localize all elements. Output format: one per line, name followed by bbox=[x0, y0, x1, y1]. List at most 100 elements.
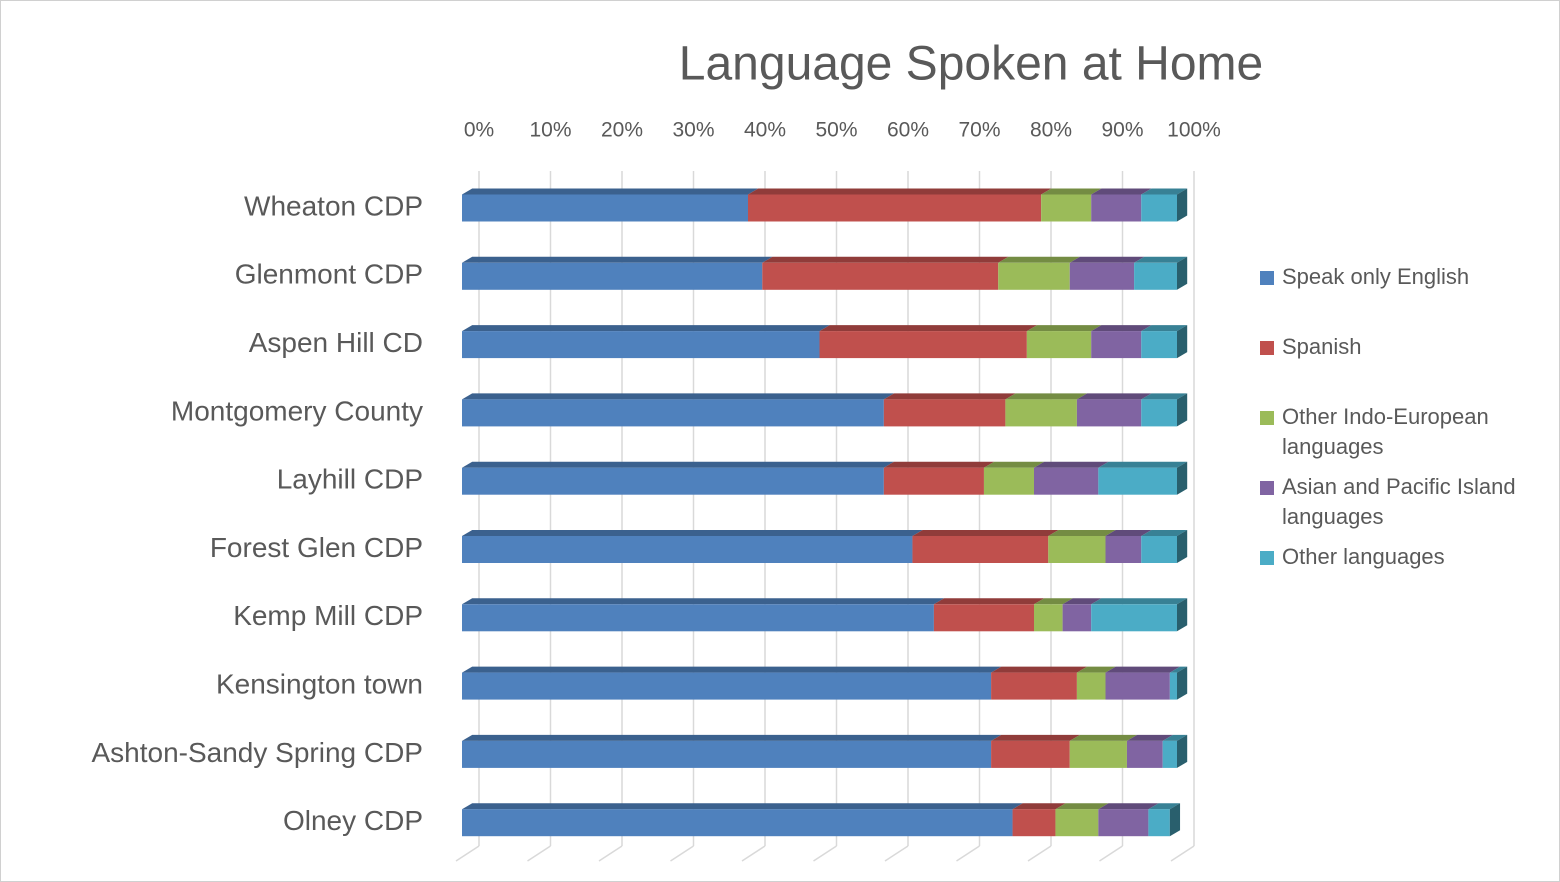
bar-top bbox=[462, 325, 830, 332]
bar-segment bbox=[762, 256, 1009, 290]
bar-top bbox=[462, 188, 759, 195]
x-tick-label: 70% bbox=[958, 119, 1000, 142]
legend-swatch bbox=[1260, 271, 1274, 285]
bar-segment bbox=[1069, 734, 1138, 768]
legend-swatch bbox=[1260, 551, 1274, 565]
bar-front bbox=[991, 740, 1070, 768]
x-tick-label: 20% bbox=[601, 119, 643, 142]
bar-segment bbox=[462, 803, 1023, 837]
bar-front bbox=[1091, 604, 1177, 632]
x-tick-label: 30% bbox=[672, 119, 714, 142]
bar-front bbox=[1141, 331, 1177, 359]
legend-label: Speak only English bbox=[1282, 264, 1470, 289]
bar-front bbox=[819, 331, 1027, 359]
bar-segment bbox=[1091, 598, 1188, 632]
bar-segment bbox=[1055, 803, 1109, 837]
bar-segment bbox=[1098, 461, 1188, 495]
bar-front bbox=[1162, 740, 1177, 768]
bar-top bbox=[1169, 666, 1188, 673]
bar-front bbox=[1148, 809, 1170, 837]
floor-line bbox=[1027, 845, 1052, 862]
bar-segment bbox=[462, 188, 759, 222]
bar-segment bbox=[462, 393, 895, 427]
floor-line bbox=[670, 845, 694, 862]
y-tick-label: Ashton-Sandy Spring CDP bbox=[91, 737, 423, 768]
bar-front bbox=[1105, 536, 1142, 563]
bar-segment bbox=[1005, 393, 1088, 427]
legend-label: Spanish bbox=[1282, 334, 1362, 359]
legend-label: Other languages bbox=[1282, 544, 1445, 569]
x-tick-label: 0% bbox=[464, 119, 494, 142]
bar-segment bbox=[462, 666, 1002, 700]
bar-end bbox=[1177, 530, 1188, 563]
bar-top bbox=[1134, 256, 1188, 263]
bar-top bbox=[1055, 803, 1109, 810]
bar-front bbox=[1076, 399, 1142, 427]
bar-front bbox=[462, 399, 884, 427]
bar-front bbox=[1126, 740, 1163, 768]
bar-front bbox=[1034, 604, 1063, 632]
bar-top bbox=[1076, 393, 1152, 400]
bar-front bbox=[1091, 194, 1142, 222]
y-tick-label: Glenmont CDP bbox=[235, 259, 423, 290]
x-tick-label: 100% bbox=[1167, 119, 1221, 142]
bar-front bbox=[462, 809, 1013, 837]
bar-front bbox=[462, 331, 820, 359]
bar-top bbox=[1076, 666, 1116, 673]
x-tick-label: 60% bbox=[887, 119, 929, 142]
bar-front bbox=[998, 262, 1070, 290]
bar-segment bbox=[462, 325, 830, 359]
bar-front bbox=[462, 194, 748, 222]
bar-top bbox=[1162, 734, 1188, 741]
bar-end bbox=[1177, 393, 1188, 427]
bar-top bbox=[1148, 803, 1181, 810]
legend-swatch bbox=[1260, 481, 1274, 495]
bar-segment bbox=[1091, 325, 1152, 359]
legend-swatch bbox=[1260, 341, 1274, 355]
y-tick-label: Kensington town bbox=[216, 668, 423, 699]
y-tick-label: Layhill CDP bbox=[277, 464, 423, 495]
bar-front bbox=[1005, 399, 1077, 427]
bar-top bbox=[912, 530, 1059, 536]
bar-front bbox=[1012, 809, 1056, 837]
bar-top bbox=[762, 256, 1009, 263]
legend-label: Other Indo-European languages bbox=[1282, 404, 1489, 459]
floor-line bbox=[1170, 845, 1195, 862]
y-tick-label: Montgomery County bbox=[171, 395, 423, 426]
bar-segment bbox=[1105, 666, 1181, 700]
floor-line bbox=[741, 845, 766, 862]
bar-top bbox=[1048, 530, 1116, 536]
bar-segment bbox=[1141, 325, 1188, 359]
bar-front bbox=[462, 467, 884, 495]
bar-segment bbox=[462, 734, 1002, 768]
bar-front bbox=[1098, 467, 1177, 495]
bar-segment bbox=[991, 666, 1088, 700]
bar-top bbox=[1091, 598, 1188, 605]
bar-segment bbox=[1091, 188, 1152, 222]
bar-segment bbox=[883, 393, 1016, 427]
bar-top bbox=[1034, 461, 1109, 468]
bar-front bbox=[1141, 536, 1177, 563]
bar-top bbox=[1069, 256, 1145, 263]
bar-front bbox=[748, 194, 1042, 222]
bar-segment bbox=[1076, 666, 1116, 700]
bar-top bbox=[819, 325, 1038, 332]
y-tick-label: Olney CDP bbox=[283, 805, 423, 836]
bar-top bbox=[748, 188, 1052, 195]
bar-top bbox=[1034, 598, 1073, 605]
bar-front bbox=[462, 740, 992, 768]
bar-segment bbox=[983, 461, 1045, 495]
y-tick-label: Forest Glen CDP bbox=[210, 532, 423, 563]
x-tick-label: 90% bbox=[1101, 119, 1143, 142]
bar-segment bbox=[1134, 256, 1188, 290]
bar-segment bbox=[748, 188, 1052, 222]
bar-front bbox=[1069, 740, 1127, 768]
bar-top bbox=[1041, 188, 1102, 195]
y-tick-label: Aspen Hill CD bbox=[249, 327, 423, 358]
bar-top bbox=[998, 256, 1080, 263]
bar-end bbox=[1177, 461, 1188, 495]
floor-line bbox=[884, 845, 909, 862]
bar-end bbox=[1169, 803, 1181, 837]
bar-front bbox=[883, 467, 984, 495]
bar-front bbox=[1134, 262, 1177, 290]
